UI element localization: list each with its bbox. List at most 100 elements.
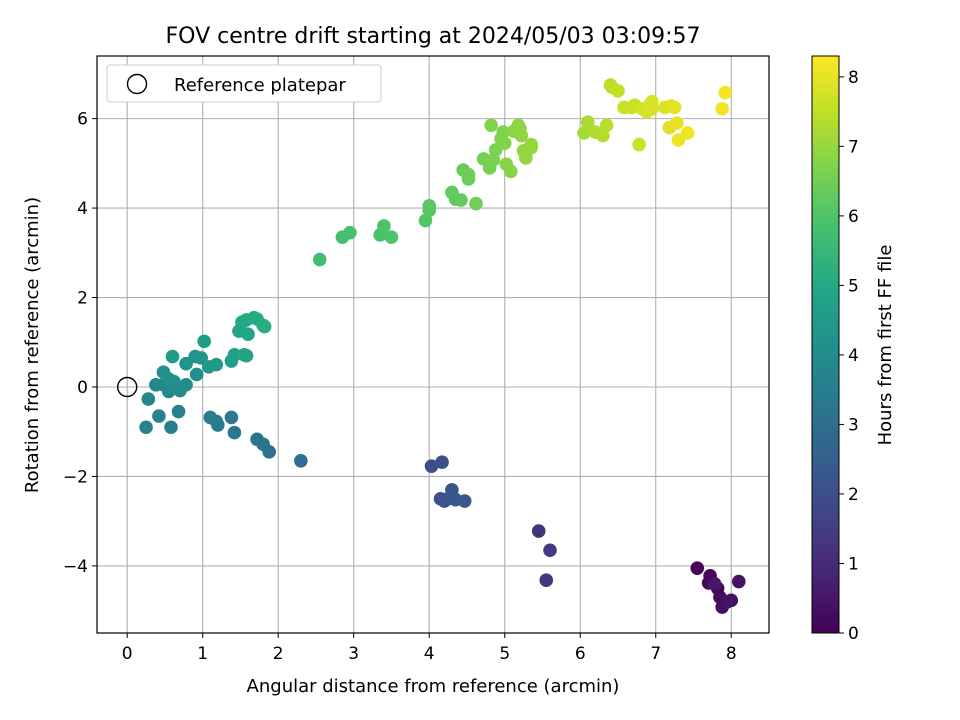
- colorbar-tick-label: 1: [848, 554, 859, 574]
- colorbar-tick-label: 6: [848, 207, 859, 227]
- scatter-point: [227, 425, 242, 440]
- scatter-point: [152, 409, 166, 423]
- scatter-point: [189, 367, 204, 382]
- y-tick-label: −4: [63, 557, 88, 577]
- x-tick-label: 4: [424, 644, 435, 664]
- colorbar: 0 1 2 3 4 5 6 7 8 Hours from first FF file: [811, 55, 896, 644]
- grid-lines: [97, 56, 769, 633]
- scatter-point: [680, 126, 695, 140]
- scatter-point: [164, 420, 178, 435]
- scatter-point: [179, 377, 193, 392]
- legend: Reference platepar: [106, 64, 382, 103]
- legend-open-circle-marker: [126, 73, 148, 95]
- scatter-point: [503, 164, 518, 179]
- scatter-point: [384, 230, 399, 244]
- scatter-point: [312, 252, 327, 267]
- scatter-point: [731, 574, 746, 589]
- plot-frame: [96, 55, 770, 634]
- scatter-point: [514, 128, 529, 143]
- y-tick-label: 6: [77, 110, 88, 130]
- scatter-point: [599, 118, 614, 133]
- x-tick-label: 3: [348, 644, 359, 664]
- scatter-point: [250, 432, 264, 447]
- scatter-point: [197, 334, 212, 349]
- scatter-point: [707, 576, 722, 591]
- scatter-point: [718, 85, 733, 100]
- scatter-point: [461, 167, 476, 182]
- reference-platepar-marker: [117, 376, 138, 398]
- scatter-point: [422, 199, 437, 213]
- scatter-point: [377, 219, 391, 233]
- legend-box: [106, 64, 382, 103]
- scatter-point: [667, 100, 682, 115]
- scatter-point: [209, 414, 224, 429]
- legend-label: Reference platepar: [174, 75, 346, 96]
- scatter-point: [224, 410, 239, 425]
- scatter-point: [445, 185, 459, 200]
- scatter-point: [715, 101, 729, 116]
- chart-title: FOV centre drift starting at 2024/05/03 …: [166, 24, 701, 49]
- scatter-points: [139, 78, 746, 614]
- axis-ticks: 0 1 2 3 4 5 6 7 8 −4 −2 0 2 4 6: [63, 110, 737, 664]
- x-tick-label: 7: [650, 644, 661, 664]
- x-tick-label: 5: [499, 644, 510, 664]
- scatter-point: [239, 348, 254, 363]
- scatter-point: [256, 318, 270, 333]
- scatter-point: [670, 116, 684, 130]
- scatter-point: [645, 101, 659, 116]
- x-tick-label: 6: [575, 644, 586, 664]
- y-tick-label: 2: [77, 289, 88, 309]
- scatter-point: [469, 196, 483, 211]
- x-tick-label: 8: [726, 644, 737, 664]
- x-tick-label: 1: [197, 644, 208, 664]
- reference-marker-layer: [117, 376, 138, 398]
- colorbar-tick-label: 8: [848, 68, 859, 88]
- scatter-point: [161, 372, 176, 386]
- scatter-point: [524, 137, 538, 152]
- scatter-point: [141, 392, 156, 406]
- colorbar-tick-label: 0: [848, 624, 859, 644]
- colorbar-label: Hours from first FF file: [875, 245, 896, 446]
- scatter-point: [543, 543, 557, 558]
- scatter-point: [435, 455, 449, 469]
- scatter-point: [227, 347, 242, 362]
- scatter-point: [457, 494, 472, 508]
- colorbar-frame: [811, 55, 840, 634]
- scatter-point: [720, 594, 735, 609]
- scatter-point: [496, 125, 511, 139]
- scatter-point: [484, 118, 498, 133]
- scatter-point: [194, 351, 208, 365]
- x-tick-label: 2: [273, 644, 284, 664]
- scatter-point: [577, 126, 591, 140]
- x-axis-label: Angular distance from reference (arcmin): [247, 676, 620, 697]
- scatter-point: [632, 137, 646, 152]
- scatter-point: [531, 524, 546, 538]
- scatter-point: [171, 404, 186, 419]
- scatter-point: [247, 310, 261, 325]
- y-tick-label: −2: [63, 467, 88, 487]
- scatter-point: [424, 459, 439, 473]
- scatter-point: [454, 193, 468, 207]
- scatter-point: [139, 420, 153, 435]
- colorbar-ticks: 0 1 2 3 4 5 6 7 8: [839, 68, 859, 644]
- colorbar-tick-label: 3: [848, 415, 859, 435]
- scatter-point: [241, 327, 255, 342]
- colorbar-gradient: [812, 56, 839, 633]
- scatter-point: [690, 561, 705, 575]
- scatter-point: [418, 213, 433, 228]
- scatter-point: [343, 225, 357, 240]
- scatter-point: [294, 453, 308, 468]
- colorbar-tick-label: 4: [848, 346, 859, 366]
- scatter-point: [539, 573, 554, 588]
- scatter-point: [165, 349, 180, 364]
- colorbar-tick-label: 7: [848, 137, 859, 157]
- y-tick-label: 4: [77, 199, 88, 219]
- x-tick-label: 0: [122, 644, 133, 664]
- colorbar-tick-label: 2: [848, 485, 859, 505]
- scatter-point: [580, 115, 595, 129]
- scatter-point: [209, 357, 224, 372]
- scatter-point: [519, 151, 533, 165]
- y-axis-label: Rotation from reference (arcmin): [22, 197, 43, 493]
- scatter-point: [611, 84, 625, 98]
